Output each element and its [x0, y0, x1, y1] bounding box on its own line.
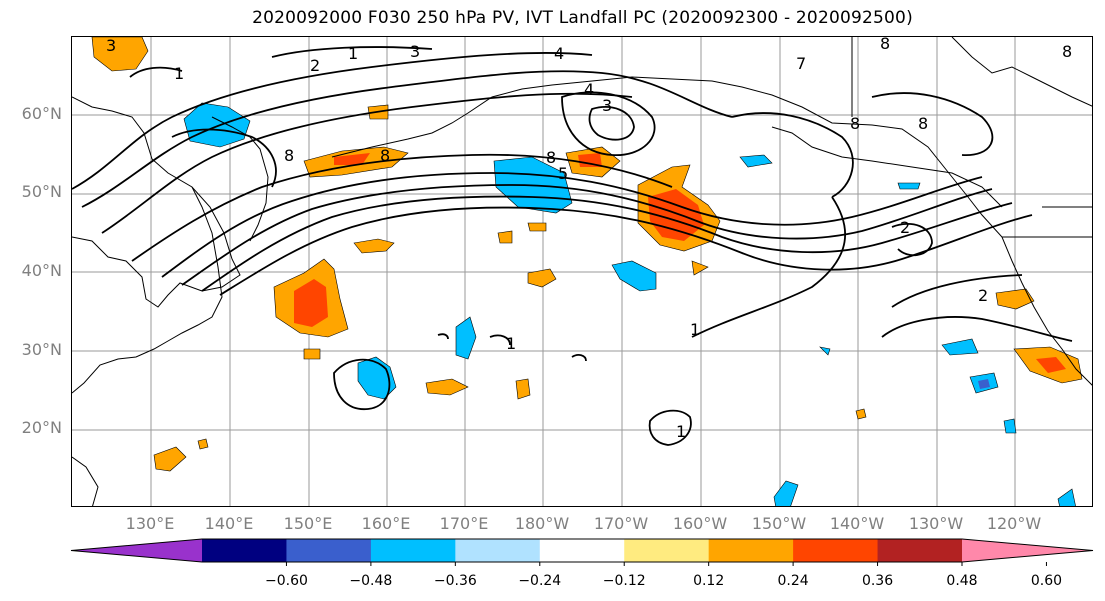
- negative-anomaly-east-3: [1003, 418, 1017, 434]
- colorbar-segment: [286, 539, 372, 562]
- positive-anomaly-small-2: [353, 238, 395, 254]
- colorbar-segment: [624, 539, 710, 562]
- lon-label-130w: 130°W: [908, 514, 964, 533]
- positive-anomaly-california-core: [1036, 357, 1066, 373]
- positive-anomaly-tropics-1: [303, 348, 321, 360]
- positive-anomaly-tropics-3: [515, 378, 531, 400]
- lat-label-20n: 20°N: [21, 418, 62, 437]
- colorbar-segments: [70, 538, 1094, 566]
- contour-label: 4: [584, 80, 594, 99]
- map-panel: 3 1 2 1 3 4 4 3 7 8 8 8 8 8 2 1 1 2 5 8 …: [71, 36, 1093, 507]
- contour-label: 3: [602, 96, 612, 115]
- negative-anomaly-tropics-1: [455, 316, 477, 360]
- colorbar-outline: [70, 538, 1094, 563]
- colorbar-segment: [708, 539, 794, 562]
- colorbar-extension-high: [962, 539, 1093, 562]
- colorbar-tick-label: 0.12: [693, 573, 725, 589]
- contour-label: 1: [506, 334, 516, 353]
- colorbar-segment: [370, 539, 456, 562]
- colorbar-segment: [202, 539, 287, 562]
- lat-label-40n: 40°N: [21, 261, 62, 280]
- negative-anomaly-south-1: [773, 480, 799, 506]
- lon-label-130e: 130°E: [125, 514, 175, 533]
- positive-anomaly-baja-north: [995, 288, 1035, 310]
- colorbar-tick-label: 0.60: [1030, 573, 1063, 589]
- colorbar-tick-label: −0.24: [518, 573, 562, 589]
- lat-label-50n: 50°N: [21, 182, 62, 201]
- negative-anomaly-small-3: [897, 182, 921, 190]
- negative-anomaly-east-1: [941, 338, 979, 356]
- positive-anomaly-tropics-2: [425, 378, 469, 396]
- colorbar-segment: [877, 539, 963, 562]
- positive-anomaly-kamchatka: [91, 37, 149, 72]
- colorbar-segment: [539, 539, 625, 562]
- contour-label: 5: [558, 164, 568, 183]
- lon-label-160w: 160°W: [672, 514, 728, 533]
- colorbar-tick-label: 0.24: [777, 573, 809, 589]
- colorbar-tick-label: −0.48: [349, 573, 393, 589]
- contour-label: 1: [676, 422, 686, 441]
- lon-label-140e: 140°E: [204, 514, 254, 533]
- lat-label-60n: 60°N: [21, 104, 62, 123]
- lon-label-180w: 180°W: [514, 514, 570, 533]
- positive-anomaly-small-6: [691, 260, 709, 276]
- colorbar-tick-label: 0.48: [946, 573, 978, 589]
- lon-label-160e: 160°E: [361, 514, 411, 533]
- positive-anomaly-small-4: [527, 222, 547, 232]
- colorbar-tick-label: −0.60: [264, 573, 308, 589]
- positive-anomaly-aleutian-west-core: [334, 153, 370, 165]
- contour-label: 2: [310, 56, 320, 75]
- contour-label: 4: [554, 44, 564, 63]
- positive-anomaly-tropics-4: [153, 446, 187, 472]
- lat-label-30n: 30°N: [21, 340, 62, 359]
- contour-label: 8: [1062, 42, 1072, 61]
- positive-anomaly-midlat-west-core: [294, 279, 328, 327]
- contour-label: 3: [410, 42, 420, 61]
- contour-label: 7: [796, 54, 806, 73]
- lon-label-150e: 150°E: [283, 514, 333, 533]
- positive-anomaly-gulf-core: [578, 153, 602, 167]
- negative-anomaly-east-core: [978, 379, 990, 389]
- map-canvas: 3 1 2 1 3 4 4 3 7 8 8 8 8 8 2 1 1 2 5 8 …: [72, 37, 1092, 506]
- positive-anomaly-small-5: [527, 268, 557, 288]
- positive-anomaly-tropics-5: [197, 438, 209, 450]
- contour-label-group: 3 1 2 1 3 4 4 3 7 8 8 8 8 8 2 1 1 2 5 8 …: [106, 37, 1072, 441]
- colorbar-extension-low: [71, 539, 202, 562]
- negative-anomaly-small-2: [739, 154, 773, 168]
- colorbar-segment: [455, 539, 541, 562]
- contour-label: 2: [978, 286, 988, 305]
- contour-label: 2: [900, 218, 910, 237]
- positive-anomaly-small-3: [497, 230, 513, 244]
- contour-label: 1: [174, 64, 184, 83]
- negative-anomaly-south-2: [1057, 488, 1076, 506]
- lon-label-140w: 140°W: [829, 514, 885, 533]
- map-title: 2020092000 F030 250 hPa PV, IVT Landfall…: [252, 8, 913, 28]
- contour-label: 1: [348, 44, 358, 63]
- contour-label: 8: [880, 37, 890, 53]
- contour-label: 1: [690, 320, 700, 339]
- negative-anomaly-tropics-2: [357, 356, 397, 400]
- positive-anomaly-tropics-6: [855, 408, 867, 420]
- colorbar-tick-label: −0.36: [433, 573, 477, 589]
- contour-label: 8: [918, 114, 928, 133]
- negative-anomaly-okhotsk: [183, 102, 251, 148]
- contour-label: 8: [546, 148, 556, 167]
- negative-anomaly-small-1: [611, 260, 657, 292]
- contour-label: 8: [284, 146, 294, 165]
- colorbar: [70, 538, 1094, 566]
- negative-anomaly-small-4: [819, 346, 831, 356]
- contour-label: 8: [380, 146, 390, 165]
- positive-anomaly-central-pacific-core: [648, 189, 704, 241]
- contour-label: 3: [106, 37, 116, 55]
- coastlines: [72, 37, 1092, 506]
- colorbar-tick-label: 0.36: [861, 573, 894, 589]
- lon-label-120w: 120°W: [986, 514, 1042, 533]
- contour-label: 8: [850, 114, 860, 133]
- lon-label-150w: 150°W: [751, 514, 807, 533]
- pv-contours: [72, 46, 1073, 446]
- colorbar-tick-label: −0.12: [602, 573, 646, 589]
- lon-label-170w: 170°W: [593, 514, 649, 533]
- colorbar-segment: [793, 539, 879, 562]
- lon-label-170e: 170°E: [439, 514, 489, 533]
